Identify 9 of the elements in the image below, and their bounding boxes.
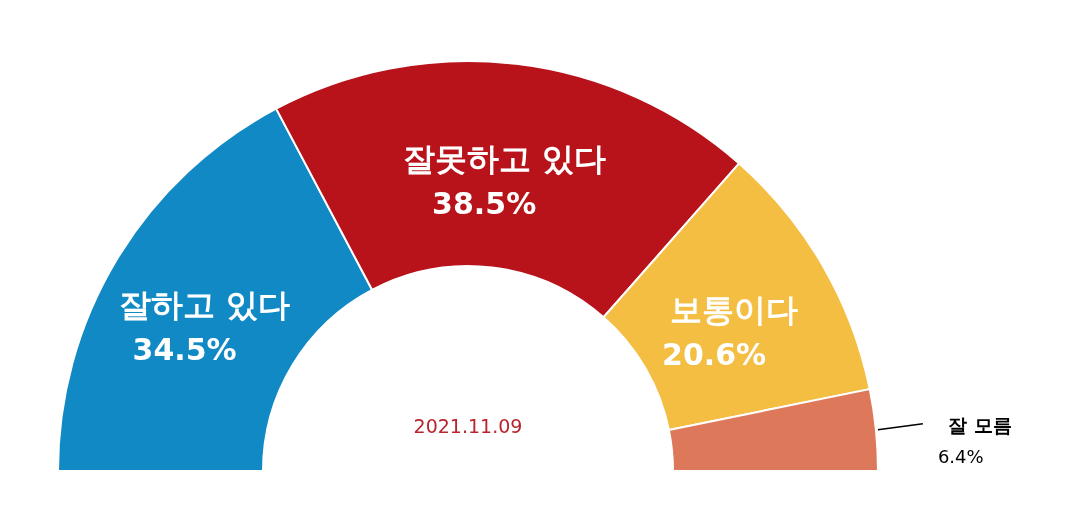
slice-label: 보통이다 xyxy=(670,290,799,329)
data-label: 34.5% xyxy=(132,332,237,368)
data-label: 6.4% xyxy=(937,445,984,467)
text: 2021.11.09 xyxy=(413,415,523,437)
slice-label: 잘못하고 있다 xyxy=(402,139,606,178)
slice-label: 잘하고 있다 xyxy=(118,286,291,325)
data-label: 20.6% xyxy=(662,336,767,372)
slice-label: 잘 모름 xyxy=(947,413,1012,436)
data-label: 38.5% xyxy=(432,185,537,221)
